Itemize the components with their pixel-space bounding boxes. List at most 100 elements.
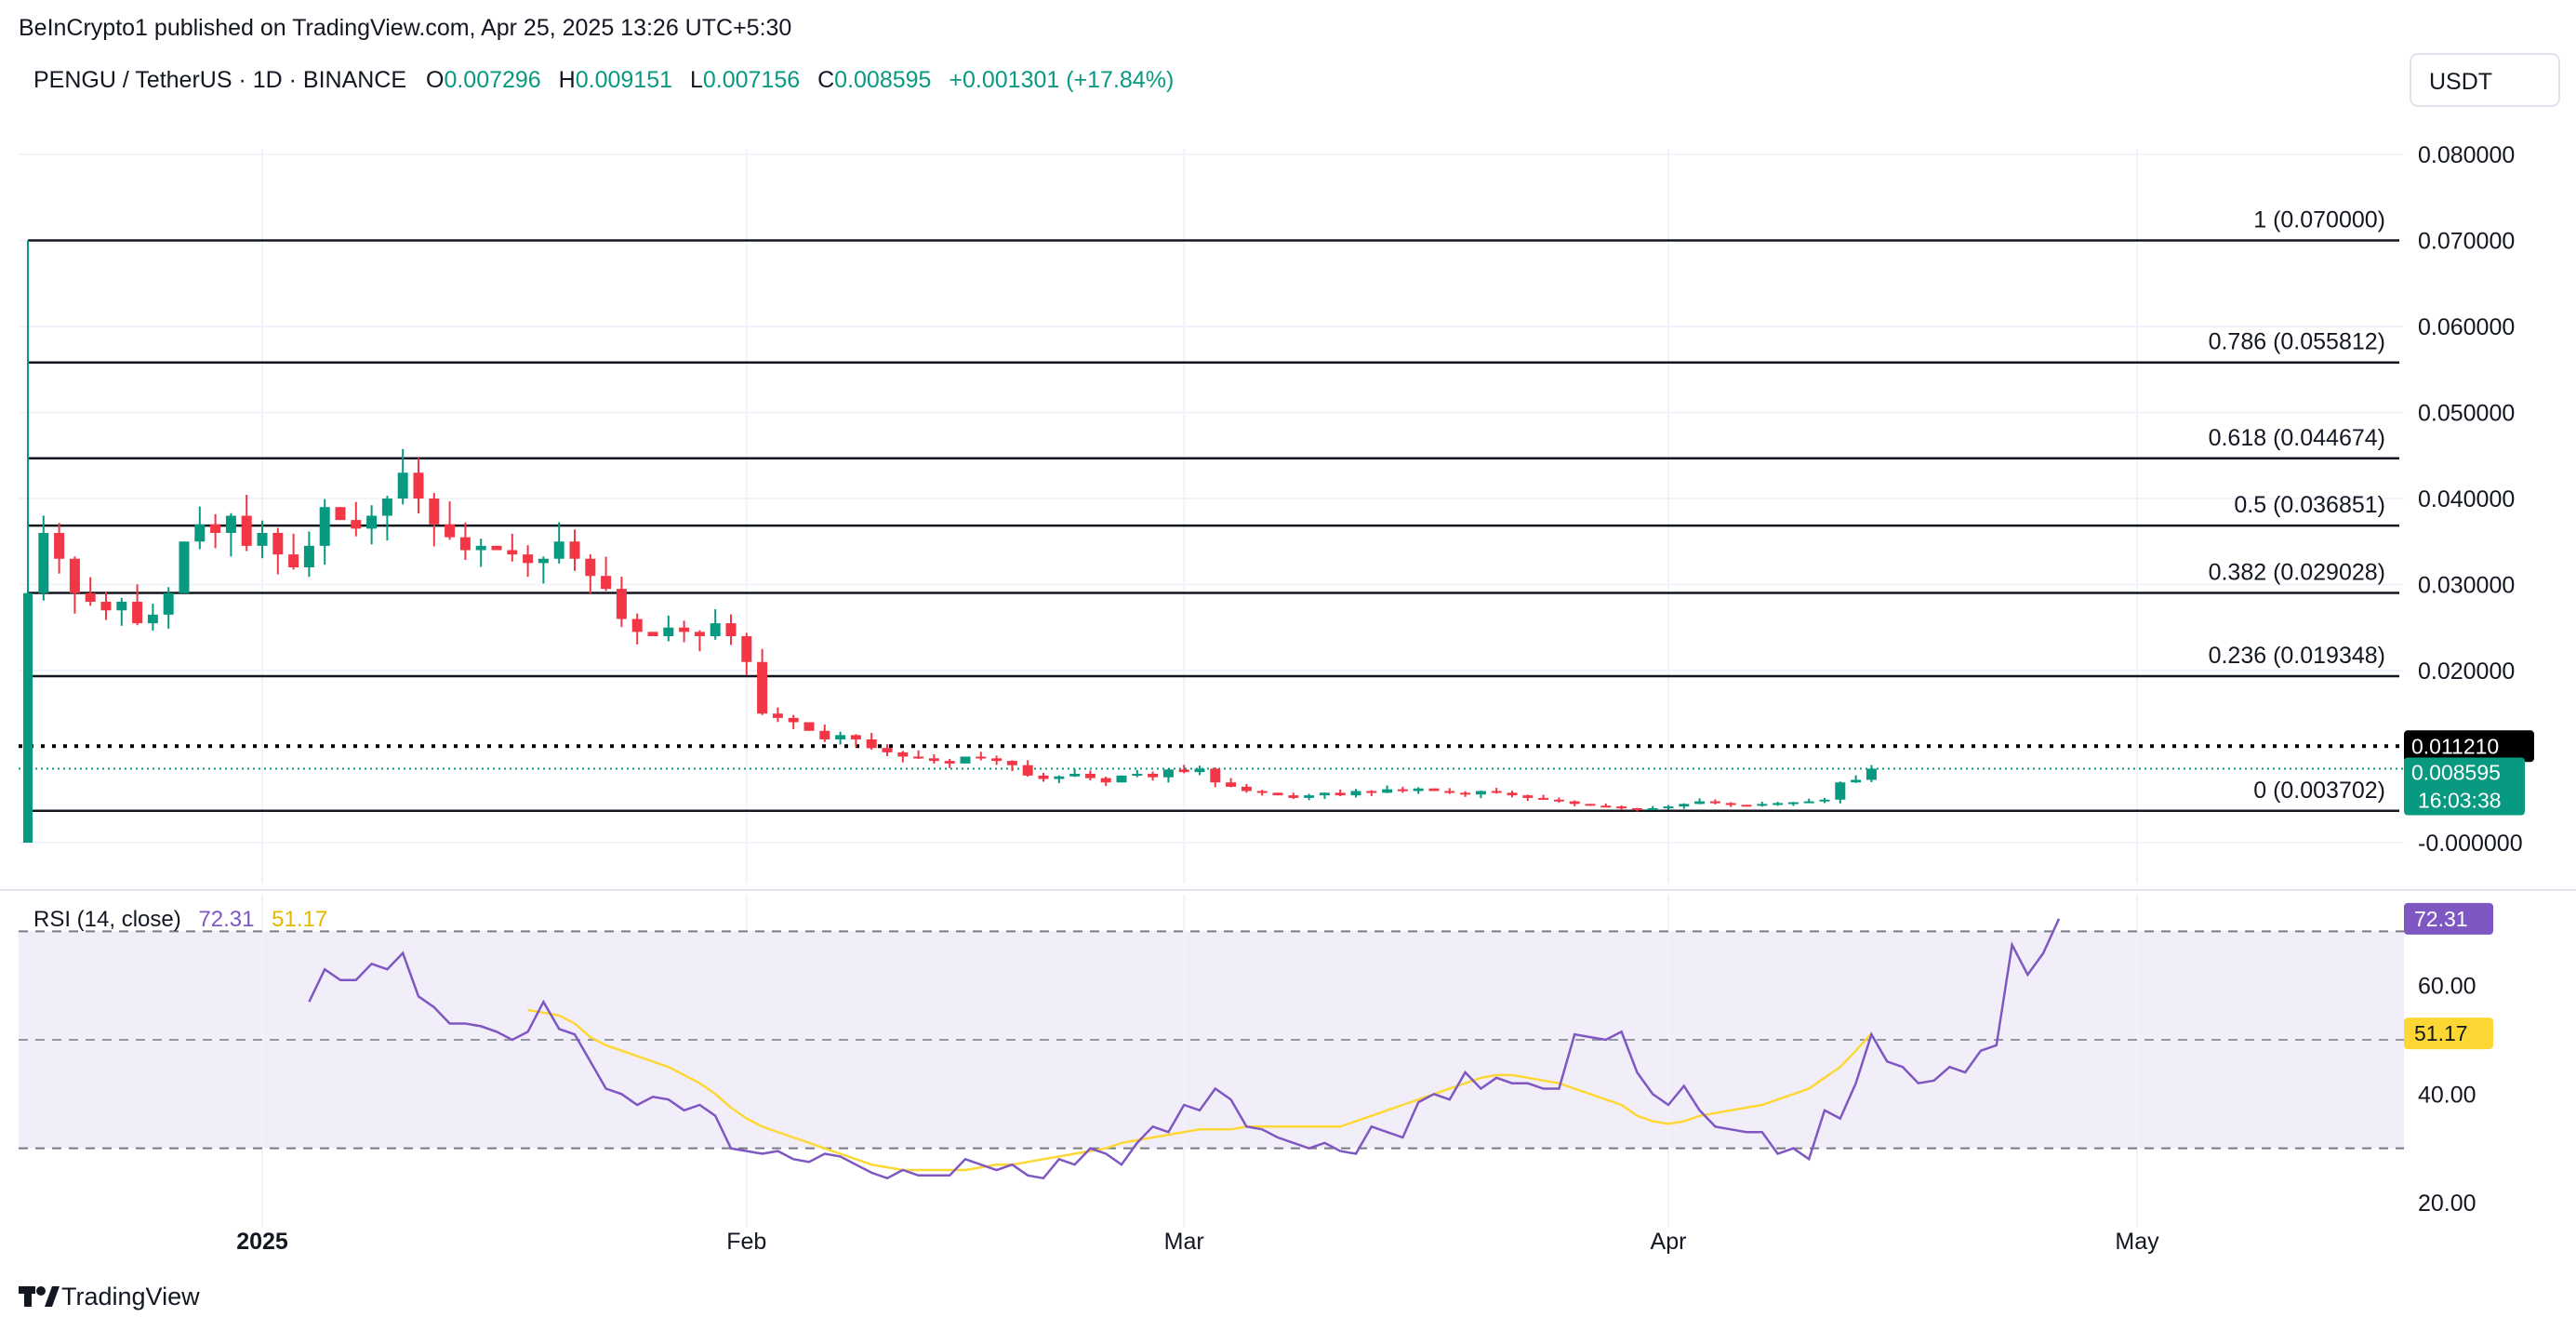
- fib-level-label: 0.5 (0.036851): [2234, 492, 2385, 518]
- candle-body: [1787, 802, 1799, 805]
- candle-body: [1507, 792, 1518, 796]
- rsi-ma-badge-bg: [2404, 1017, 2493, 1050]
- candle-body: [116, 602, 127, 611]
- fib-level-label: 0.236 (0.019348): [2209, 643, 2385, 669]
- candle-body: [913, 756, 924, 759]
- candle-body: [1757, 804, 1768, 806]
- rsi-value: 72.31: [198, 907, 254, 932]
- rsi-axis[interactable]: 60.00 40.00 20.00: [2418, 974, 2476, 1217]
- candle-body: [1366, 791, 1377, 793]
- candle-body: [429, 499, 440, 525]
- candle-body: [1585, 804, 1596, 806]
- currency-button-bg[interactable]: [2410, 53, 2560, 107]
- candle-body: [1679, 804, 1690, 807]
- high-value: 0.009151: [576, 67, 672, 93]
- candle-body: [1569, 801, 1580, 805]
- symbol-name: PENGU / TetherUS · 1D · BINANCE: [33, 67, 406, 93]
- close-label: C: [817, 67, 834, 93]
- close-value: 0.008595: [834, 67, 931, 93]
- candle-body: [757, 661, 768, 714]
- price-axis[interactable]: 0.080000 0.070000 0.060000 0.050000 0.040000…: [2418, 142, 2523, 857]
- rsi-title: RSI (14, close): [33, 907, 181, 932]
- candle-body: [1132, 774, 1143, 776]
- candle-body: [850, 735, 861, 739]
- candle-body: [38, 533, 49, 593]
- price-tick-label: 0.030000: [2418, 573, 2515, 599]
- rsi-badge-value: 72.31: [2414, 907, 2468, 931]
- candle-body: [1288, 795, 1299, 798]
- candle-body: [1428, 788, 1440, 791]
- rsi-pane[interactable]: [19, 895, 2404, 1228]
- candle-body: [928, 758, 939, 762]
- rsi-tick-label: 40.00: [2418, 1082, 2476, 1108]
- candle-body: [1116, 775, 1127, 783]
- candle-body: [1054, 776, 1065, 779]
- fib-level-label: 0.618 (0.044674): [2209, 425, 2385, 451]
- candle-body: [303, 545, 314, 567]
- candle-body: [1319, 792, 1330, 796]
- candles: [23, 240, 1877, 843]
- candle-body: [100, 602, 112, 611]
- candle-body: [1475, 791, 1486, 795]
- bar-countdown: 16:03:38: [2418, 788, 2502, 812]
- candle-body: [319, 507, 330, 546]
- rsi-ma-line: [527, 1008, 1873, 1172]
- candle-body: [381, 499, 392, 516]
- candle-body: [1397, 789, 1408, 791]
- symbol-legend: PENGU / TetherUS · 1D · BINANCE O0.00729…: [33, 67, 1174, 93]
- candle-body: [523, 554, 534, 564]
- open-label: O: [426, 67, 444, 93]
- rsi-ma-badge-value: 51.17: [2414, 1021, 2468, 1045]
- candle-body: [1256, 791, 1268, 793]
- candle-body: [1382, 789, 1393, 793]
- candle-body: [1616, 806, 1627, 809]
- candle-body: [1803, 801, 1814, 804]
- candle-body: [616, 589, 627, 619]
- candle-body: [1600, 805, 1612, 808]
- candle-body: [132, 602, 143, 624]
- candle-body: [944, 761, 955, 764]
- candle-body: [1226, 782, 1237, 787]
- tradingview-logo[interactable]: TradingView: [19, 1283, 200, 1310]
- candle-body: [1210, 768, 1221, 783]
- candle-body: [897, 751, 909, 757]
- dotted-level-value: 0.011210: [2411, 734, 2499, 758]
- candle-body: [69, 558, 80, 593]
- candle-body: [1709, 801, 1720, 804]
- last-price-badge: 0.008595 16:03:38: [2404, 757, 2525, 816]
- candle-body: [1162, 769, 1174, 778]
- candle-body: [976, 756, 987, 759]
- high-label: H: [559, 67, 576, 93]
- candle-body: [1835, 782, 1846, 800]
- candle-body: [647, 632, 658, 636]
- candle-body: [397, 472, 408, 499]
- candle-body: [663, 627, 674, 636]
- candle-body: [741, 636, 752, 662]
- price-pane[interactable]: 1 (0.070000) 0.786 (0.055812) 0.618 (0.044…: [19, 149, 2404, 884]
- candle-body: [459, 537, 471, 551]
- price-tick-label: 0.070000: [2418, 229, 2515, 255]
- low-value: 0.007156: [703, 67, 800, 93]
- candle-body: [445, 524, 456, 538]
- time-axis[interactable]: 2025 Feb Mar Apr May: [236, 1229, 2159, 1255]
- rsi-tick-label: 20.00: [2418, 1190, 2476, 1217]
- rsi-value-badge-bg: [2404, 902, 2493, 935]
- fib-retracement[interactable]: 1 (0.070000) 0.786 (0.055812) 0.618 (0.044…: [27, 207, 2399, 813]
- candle-body: [147, 614, 158, 624]
- last-price-value: 0.008595: [2411, 760, 2501, 784]
- candle-body: [241, 515, 252, 546]
- candle-body: [710, 623, 721, 636]
- rsi-grid: [261, 895, 2138, 1228]
- candle-body: [772, 713, 783, 718]
- candle-body: [1444, 791, 1455, 793]
- candle-body: [54, 533, 65, 559]
- candle-body: [288, 554, 299, 567]
- tradingview-logo-text: TradingView: [61, 1283, 200, 1310]
- currency-button[interactable]: USDT: [2410, 53, 2560, 107]
- candle-body: [179, 541, 190, 593]
- change-value: +0.001301 (+17.84%): [949, 67, 1174, 93]
- candle-body: [1084, 774, 1095, 778]
- price-tick-label: 0.040000: [2418, 486, 2515, 512]
- candle-body: [1022, 765, 1033, 776]
